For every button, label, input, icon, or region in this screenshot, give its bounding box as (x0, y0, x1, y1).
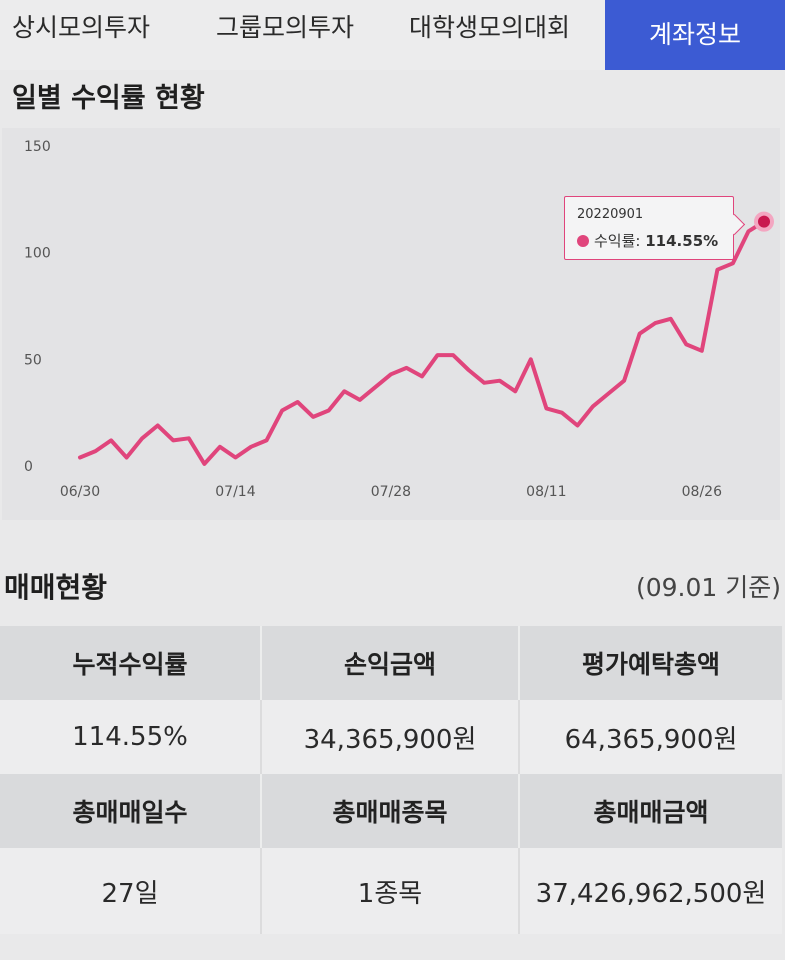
y-tick-label: 0 (24, 459, 33, 475)
line-chart: 0 50 100 150 06/30 07/14 07/28 08/11 08/26 (24, 139, 774, 500)
value-total-valuation: 64,365,900원 (520, 700, 782, 774)
basis-date: (09.01 기준) (635, 573, 781, 602)
tooltip-value-row: 수익률: 114.55% (577, 230, 718, 251)
daily-return-chart: 0 50 100 150 06/30 07/14 07/28 08/11 08/26 (2, 128, 780, 520)
value-total-trading-days: 27일 (0, 848, 262, 934)
header-total-stocks-traded: 총매매종목 (262, 774, 520, 848)
top-tab-bar: 상시모의투자 그룹모의투자 대학생모의대회 계좌정보 (0, 0, 785, 70)
tooltip-value: 114.55% (645, 232, 719, 250)
header-total-trading-amount: 총매매금액 (520, 774, 782, 848)
header-profit-amount: 손익금액 (262, 626, 520, 700)
value-cumulative-return: 114.55% (0, 700, 262, 774)
tab-regular-mock-investment[interactable]: 상시모의투자 (12, 13, 151, 42)
chart-tooltip: 20220901 수익률: 114.55% (564, 196, 734, 260)
x-tick-label: 07/14 (215, 484, 255, 500)
header-cumulative-return: 누적수익률 (0, 626, 262, 700)
y-tick-label: 100 (24, 246, 51, 262)
trading-status-title: 매매현황 (4, 571, 108, 604)
series-dot-icon (577, 235, 589, 247)
tooltip-date: 20220901 (577, 207, 644, 222)
daily-return-title: 일별 수익률 현황 (12, 83, 205, 114)
y-tick-label: 150 (24, 139, 51, 155)
tab-group-mock-investment[interactable]: 그룹모의투자 (216, 13, 355, 42)
y-tick-label: 50 (24, 352, 42, 368)
x-tick-label: 08/11 (526, 484, 566, 500)
table-header-row: 누적수익률 손익금액 평가예탁총액 (0, 626, 782, 700)
value-total-trading-amount: 37,426,962,500원 (520, 848, 782, 934)
x-tick-label: 07/28 (371, 484, 411, 500)
x-tick-label: 08/26 (682, 484, 722, 500)
value-total-stocks-traded: 1종목 (262, 848, 520, 934)
value-profit-amount: 34,365,900원 (262, 700, 520, 774)
series-line-return (78, 219, 766, 466)
header-total-trading-days: 총매매일수 (0, 774, 262, 848)
table-header-row: 총매매일수 총매매종목 총매매금액 (0, 774, 782, 848)
tooltip-label: 수익률: (594, 232, 641, 250)
table-row: 27일 1종목 37,426,962,500원 (0, 848, 782, 934)
header-total-valuation: 평가예탁총액 (520, 626, 782, 700)
highlighted-data-point[interactable] (754, 211, 774, 232)
x-tick-label: 06/30 (60, 484, 100, 500)
tab-university-mock-contest[interactable]: 대학생모의대회 (409, 13, 571, 42)
tab-account-info[interactable]: 계좌정보 (605, 0, 785, 70)
table-row: 114.55% 34,365,900원 64,365,900원 (0, 700, 782, 774)
